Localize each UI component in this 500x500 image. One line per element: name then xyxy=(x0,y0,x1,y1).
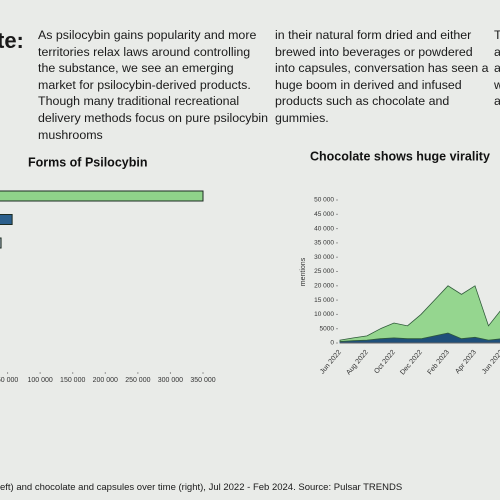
y-tick-label: 5000 xyxy=(320,325,335,332)
cropped-text: a xyxy=(494,94,500,109)
cropped-text: w xyxy=(494,77,500,92)
x-tick-label: Feb 2023 xyxy=(427,349,451,376)
x-tick-label: Jun 2023 xyxy=(481,349,500,376)
paragraph: in their natural form dried and either b… xyxy=(275,28,489,125)
x-tick-label: 300 000 xyxy=(158,377,183,384)
y-tick-label: 25 000 xyxy=(314,268,334,275)
cropped-text: a xyxy=(494,61,500,76)
x-tick-label: 150 000 xyxy=(60,377,85,384)
x-tick-label: 200 000 xyxy=(93,377,118,384)
chart-title: Chocolate shows huge virality xyxy=(310,149,490,163)
y-axis-label: mentions xyxy=(300,257,307,286)
y-tick-label: 0 xyxy=(330,340,334,347)
y-tick-label: 50 000 xyxy=(314,197,334,204)
bar xyxy=(0,237,2,249)
cropped-text: T xyxy=(494,28,500,42)
area xyxy=(339,285,500,342)
paragraph: As psilocybin gains popularity and more … xyxy=(38,28,269,142)
y-tick-label: 35 000 xyxy=(314,240,334,247)
x-tick-label: Jun 2022 xyxy=(319,349,343,376)
x-tick-label: Apr 2023 xyxy=(454,349,478,375)
x-tick-label: 250 000 xyxy=(125,377,150,384)
bar xyxy=(0,190,204,202)
x-tick-label: 100 000 xyxy=(27,377,52,384)
x-tick-label: 350 000 xyxy=(190,377,215,384)
x-tick-label: Oct 2022 xyxy=(373,349,397,375)
y-tick-label: 45 000 xyxy=(314,211,334,218)
bar xyxy=(0,214,13,225)
caption: eft) and chocolate and capsules over tim… xyxy=(0,482,403,493)
y-tick-label: 10 000 xyxy=(314,311,334,318)
y-tick-label: 40 000 xyxy=(314,225,334,232)
cropped-text: a xyxy=(494,44,500,59)
x-tick-label: Dec 2022 xyxy=(399,349,424,377)
chart-title: Forms of Psilocybin xyxy=(28,155,147,169)
x-tick-label: 50 000 xyxy=(0,377,18,384)
heading: te: xyxy=(0,28,24,53)
y-tick-label: 15 000 xyxy=(314,297,334,304)
y-tick-label: 20 000 xyxy=(314,283,334,290)
x-tick-label: Aug 2022 xyxy=(345,349,370,377)
y-tick-label: 30 000 xyxy=(314,254,334,261)
